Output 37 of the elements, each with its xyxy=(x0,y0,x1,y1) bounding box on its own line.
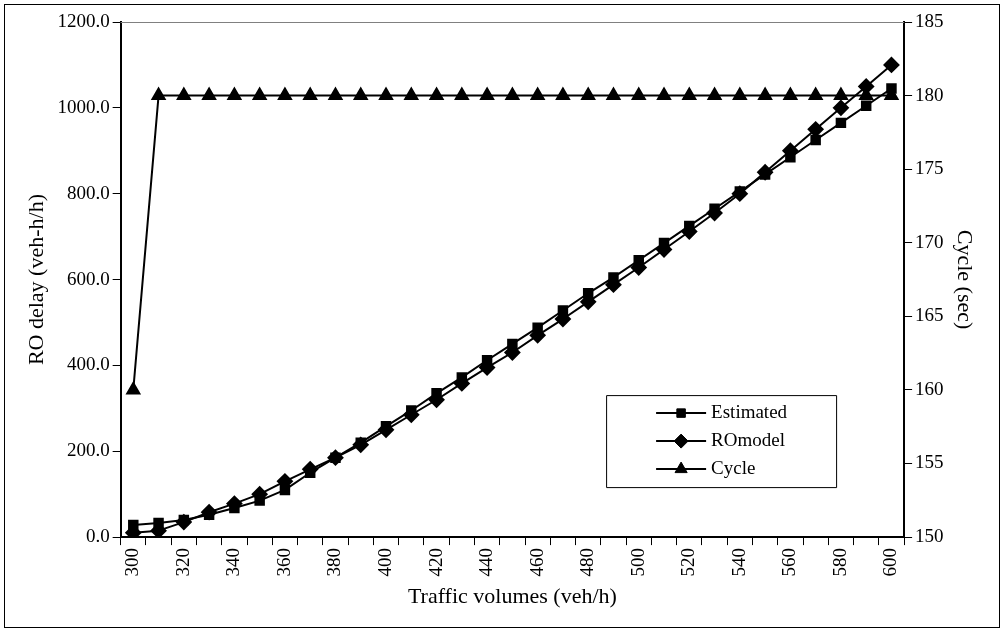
y2-tick-label: 180 xyxy=(915,83,944,105)
x-tick-label: 540 xyxy=(727,548,749,577)
y2-tick-label: 170 xyxy=(915,230,944,252)
x-axis-title: Traffic volumes (veh/h) xyxy=(407,582,617,608)
legend-label: ROmodel xyxy=(711,429,785,451)
x-tick-label: 340 xyxy=(222,548,244,577)
x-tick-label: 420 xyxy=(424,548,446,577)
x-tick-label: 400 xyxy=(374,548,395,577)
y2-tick-label: 155 xyxy=(915,451,944,473)
y2-tick-label: 175 xyxy=(915,157,944,179)
y-tick-label: 800.0 xyxy=(66,181,110,203)
x-tick-label: 440 xyxy=(475,548,497,577)
y-tick-label: 200.0 xyxy=(66,439,110,461)
y-tick-label: 600.0 xyxy=(66,267,110,289)
y-axis-title: RO delay (veh-h/h) xyxy=(22,194,48,366)
y-tick-label: 0.0 xyxy=(85,525,110,547)
legend-label: Cycle xyxy=(711,457,756,479)
legend-label: Estimated xyxy=(711,401,788,423)
x-tick-label: 480 xyxy=(576,548,598,577)
x-tick-label: 300 xyxy=(121,548,143,577)
y-tick-label: 1000.0 xyxy=(57,95,110,117)
x-tick-label: 360 xyxy=(272,548,294,577)
x-tick-label: 320 xyxy=(171,548,193,577)
x-tick-label: 600 xyxy=(879,548,901,577)
x-tick-label: 580 xyxy=(828,548,850,577)
x-tick-label: 460 xyxy=(525,548,547,577)
y2-tick-label: 165 xyxy=(915,304,944,326)
y-tick-label: 400.0 xyxy=(66,353,110,375)
y2-tick-label: 185 xyxy=(915,9,944,31)
y-tick-label: 1200.0 xyxy=(57,9,110,31)
y2-tick-label: 150 xyxy=(915,525,944,547)
y2-axis-title: Cycle (sec) xyxy=(953,229,979,330)
x-tick-label: 520 xyxy=(677,548,699,577)
y2-tick-label: 160 xyxy=(915,377,944,399)
x-tick-label: 500 xyxy=(626,548,648,577)
x-tick-label: 380 xyxy=(323,548,345,577)
x-tick-label: 560 xyxy=(778,548,800,577)
